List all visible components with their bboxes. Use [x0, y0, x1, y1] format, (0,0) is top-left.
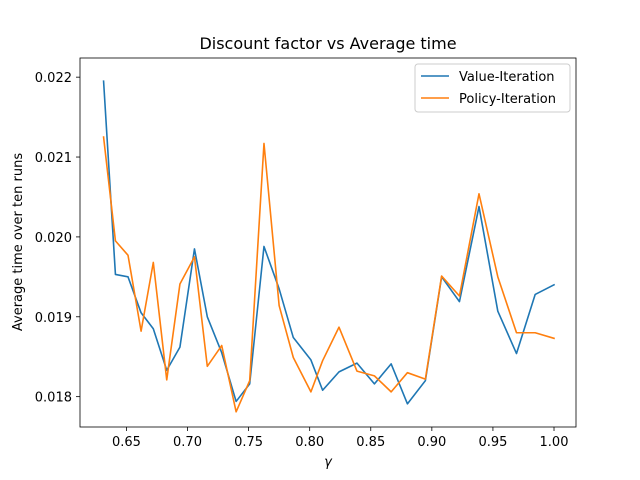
x-tick-label: 0.75 — [234, 435, 263, 450]
x-tick-label: 0.80 — [295, 435, 324, 450]
legend-box — [414, 63, 571, 113]
series-layer — [102, 80, 556, 413]
x-tick-label: 0.85 — [356, 435, 385, 450]
legend: Value-Iteration Policy-Iteration — [414, 63, 571, 113]
x-axis-label: γ — [324, 455, 333, 470]
x-tick-label: 0.90 — [417, 435, 446, 450]
chart-title: Discount factor vs Average time — [199, 34, 456, 53]
y-axis-ticks: 0.018 0.019 0.020 0.021 0.022 — [35, 71, 80, 406]
x-tick-label: 0.95 — [478, 435, 507, 450]
plot-frame — [79, 57, 577, 428]
x-tick-label: 0.65 — [112, 435, 141, 450]
x-axis-ticks: 0.65 0.70 0.75 0.80 0.85 0.90 0.95 1.00 — [112, 427, 569, 450]
y-tick-label: 0.021 — [35, 151, 72, 166]
y-tick-label: 0.018 — [35, 391, 72, 406]
x-tick-label: 0.70 — [173, 435, 202, 450]
y-axis-label: Average time over ten runs — [11, 153, 26, 331]
y-tick-label: 0.019 — [35, 311, 72, 326]
legend-label-policy-iteration: Policy-Iteration — [459, 92, 556, 107]
y-tick-label: 0.022 — [35, 71, 72, 86]
legend-label-value-iteration: Value-Iteration — [459, 70, 555, 85]
series-line-policy-iteration — [102, 136, 556, 413]
x-tick-label: 1.00 — [540, 435, 569, 450]
y-tick-label: 0.020 — [35, 231, 72, 246]
